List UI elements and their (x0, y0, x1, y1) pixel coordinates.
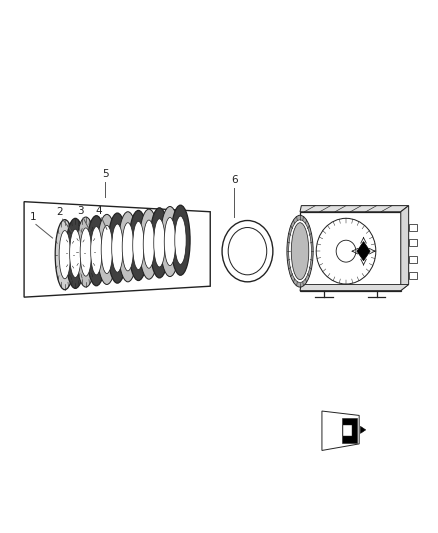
Ellipse shape (316, 219, 376, 284)
Polygon shape (300, 206, 409, 212)
Ellipse shape (222, 221, 273, 282)
Text: 5: 5 (102, 169, 109, 179)
Ellipse shape (59, 231, 71, 279)
Text: 4: 4 (95, 206, 102, 216)
Bar (409, 239, 417, 246)
Polygon shape (360, 426, 366, 433)
Polygon shape (300, 285, 409, 290)
Bar (409, 272, 417, 279)
Text: 6: 6 (231, 175, 238, 185)
Ellipse shape (139, 209, 159, 279)
Ellipse shape (97, 214, 117, 285)
Text: 2: 2 (56, 207, 63, 217)
Ellipse shape (108, 213, 127, 283)
Ellipse shape (70, 229, 81, 278)
Bar (342, 418, 357, 443)
Bar (300, 212, 401, 290)
Ellipse shape (289, 220, 311, 282)
Ellipse shape (228, 228, 267, 275)
Polygon shape (322, 411, 359, 450)
Ellipse shape (80, 228, 92, 276)
Ellipse shape (143, 220, 155, 268)
Ellipse shape (133, 221, 144, 270)
Ellipse shape (118, 212, 138, 282)
Polygon shape (401, 206, 409, 290)
Bar (409, 256, 417, 263)
Ellipse shape (101, 225, 113, 273)
Ellipse shape (76, 217, 95, 287)
Ellipse shape (164, 217, 176, 265)
Bar (343, 425, 352, 436)
Ellipse shape (287, 215, 313, 287)
Polygon shape (24, 201, 210, 297)
Ellipse shape (55, 220, 74, 290)
Text: 3: 3 (77, 206, 84, 216)
Ellipse shape (336, 240, 356, 262)
Polygon shape (357, 241, 370, 261)
Text: 1: 1 (29, 212, 36, 222)
Ellipse shape (87, 216, 106, 286)
Ellipse shape (129, 211, 148, 280)
Ellipse shape (175, 216, 186, 264)
Ellipse shape (66, 219, 85, 288)
Ellipse shape (171, 205, 190, 275)
Ellipse shape (160, 206, 180, 277)
Ellipse shape (291, 223, 309, 280)
Bar (409, 223, 417, 231)
Ellipse shape (112, 224, 123, 272)
Ellipse shape (154, 219, 165, 267)
Ellipse shape (91, 227, 102, 275)
Ellipse shape (150, 208, 169, 278)
Ellipse shape (122, 223, 134, 271)
